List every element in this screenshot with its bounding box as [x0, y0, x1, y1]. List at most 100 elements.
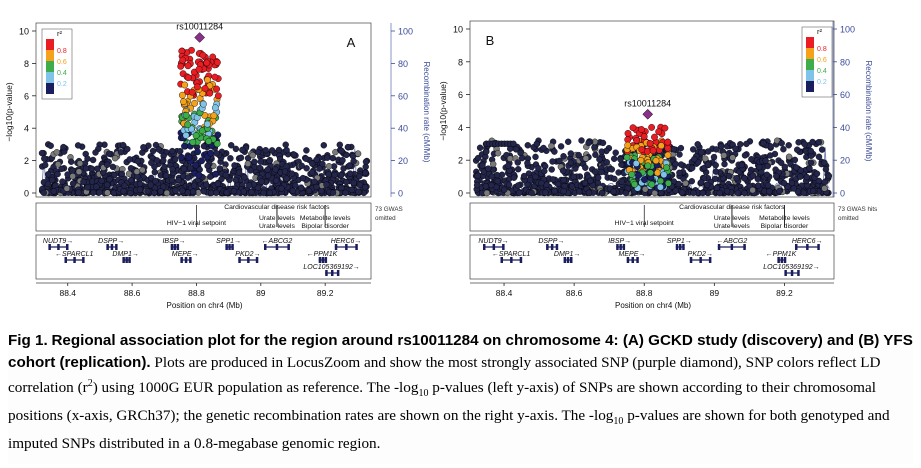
- gene-exon: [790, 270, 794, 276]
- snp-point: [691, 155, 698, 163]
- snp-point: [218, 175, 225, 183]
- y-right-axis-label: Recombination rate (cM/Mb): [864, 61, 873, 162]
- gene-exon: [345, 244, 348, 250]
- snp-point: [815, 153, 823, 161]
- snp-point: [490, 160, 497, 168]
- caption-sub-2: 10: [613, 415, 624, 427]
- gene-exon: [780, 257, 784, 263]
- snp-point: [538, 179, 545, 187]
- caption-text-4: p-values are shown for both genotyped an…: [8, 406, 890, 452]
- gene-exon: [225, 244, 228, 250]
- snp-point: [795, 139, 802, 146]
- gene-exon: [275, 244, 279, 250]
- snp-point: [211, 73, 219, 81]
- snp-point: [657, 177, 664, 185]
- snp-point: [624, 141, 632, 149]
- snp-point: [582, 155, 590, 162]
- gene-exon: [619, 244, 622, 250]
- snp-point: [624, 129, 632, 137]
- snp-point: [646, 139, 654, 147]
- gene-exon: [510, 257, 513, 263]
- snp-point: [89, 189, 97, 197]
- snp-point: [147, 181, 155, 189]
- snp-point: [266, 157, 273, 164]
- snp-point: [266, 189, 273, 197]
- snp-point: [76, 160, 84, 167]
- snp-point: [505, 181, 513, 189]
- snp-point: [189, 188, 197, 195]
- snp-point: [813, 170, 821, 177]
- gene-exon: [717, 244, 721, 250]
- gene-exon: [122, 257, 125, 263]
- gene-exon: [331, 270, 334, 276]
- snp-point: [672, 187, 679, 194]
- snp-point: [610, 188, 617, 195]
- snp-point: [677, 161, 685, 168]
- snp-point: [232, 145, 240, 153]
- gene-exon: [502, 244, 505, 250]
- snp-point: [515, 165, 522, 173]
- snp-point: [80, 178, 87, 186]
- snp-point: [289, 187, 297, 195]
- y-left-tick-label: 6: [24, 91, 29, 101]
- legend-title: r²: [57, 29, 62, 38]
- snp-point: [723, 188, 731, 195]
- snp-point: [551, 187, 558, 195]
- snp-point: [598, 189, 606, 197]
- snp-point: [181, 81, 189, 89]
- snp-point: [204, 162, 211, 170]
- snp-point: [648, 180, 656, 188]
- snp-point: [557, 143, 565, 150]
- snp-point: [313, 156, 320, 163]
- snp-point: [96, 189, 103, 196]
- snp-point: [309, 160, 316, 167]
- snp-point: [175, 176, 182, 184]
- snp-point: [103, 161, 111, 168]
- gene-label: HERC6→: [792, 238, 823, 245]
- gwas-note: 73 GWAS hits: [838, 206, 877, 213]
- snp-point: [617, 156, 624, 163]
- snp-point: [318, 187, 325, 195]
- snp-point: [350, 158, 357, 165]
- snp-point: [44, 180, 52, 188]
- snp-point: [187, 164, 194, 172]
- snp-point: [807, 147, 814, 155]
- snp-point: [764, 162, 771, 170]
- snp-point: [191, 99, 199, 107]
- snp-point: [618, 178, 625, 185]
- snp-point: [299, 174, 307, 182]
- caption-sub: 10: [418, 388, 429, 400]
- gene-exon: [66, 244, 69, 250]
- y-right-tick-label: 60: [840, 90, 850, 100]
- y-right-tick-label: 0: [398, 189, 403, 199]
- snp-point: [157, 188, 164, 195]
- gene-exon: [570, 257, 573, 263]
- snp-point: [689, 164, 696, 172]
- snp-point: [532, 153, 539, 161]
- snp-point: [569, 183, 576, 190]
- snp-point: [567, 159, 574, 167]
- snp-point: [54, 161, 62, 168]
- snp-point: [474, 154, 482, 162]
- snp-point: [762, 157, 769, 164]
- snp-point: [676, 151, 683, 158]
- snp-point: [587, 177, 594, 185]
- snp-point: [494, 149, 502, 157]
- snp-point: [520, 172, 528, 180]
- snp-point: [192, 161, 200, 169]
- snp-point: [248, 188, 255, 196]
- snp-point: [200, 188, 208, 195]
- snp-point: [479, 162, 486, 170]
- gene-exon: [318, 257, 322, 263]
- x-tick-label: 88.4: [59, 288, 76, 298]
- snp-point: [133, 168, 141, 175]
- snp-point: [180, 165, 188, 173]
- gene-label: PKD2→: [688, 251, 713, 258]
- snp-point: [213, 150, 220, 157]
- legend-label: 0.6: [817, 57, 827, 64]
- snp-point: [702, 155, 709, 162]
- snp-point: [82, 165, 90, 172]
- snp-point: [591, 168, 599, 176]
- snp-point: [311, 178, 318, 185]
- caption-text-3: p-values (left y-axis) of SNPs are shown…: [8, 379, 876, 424]
